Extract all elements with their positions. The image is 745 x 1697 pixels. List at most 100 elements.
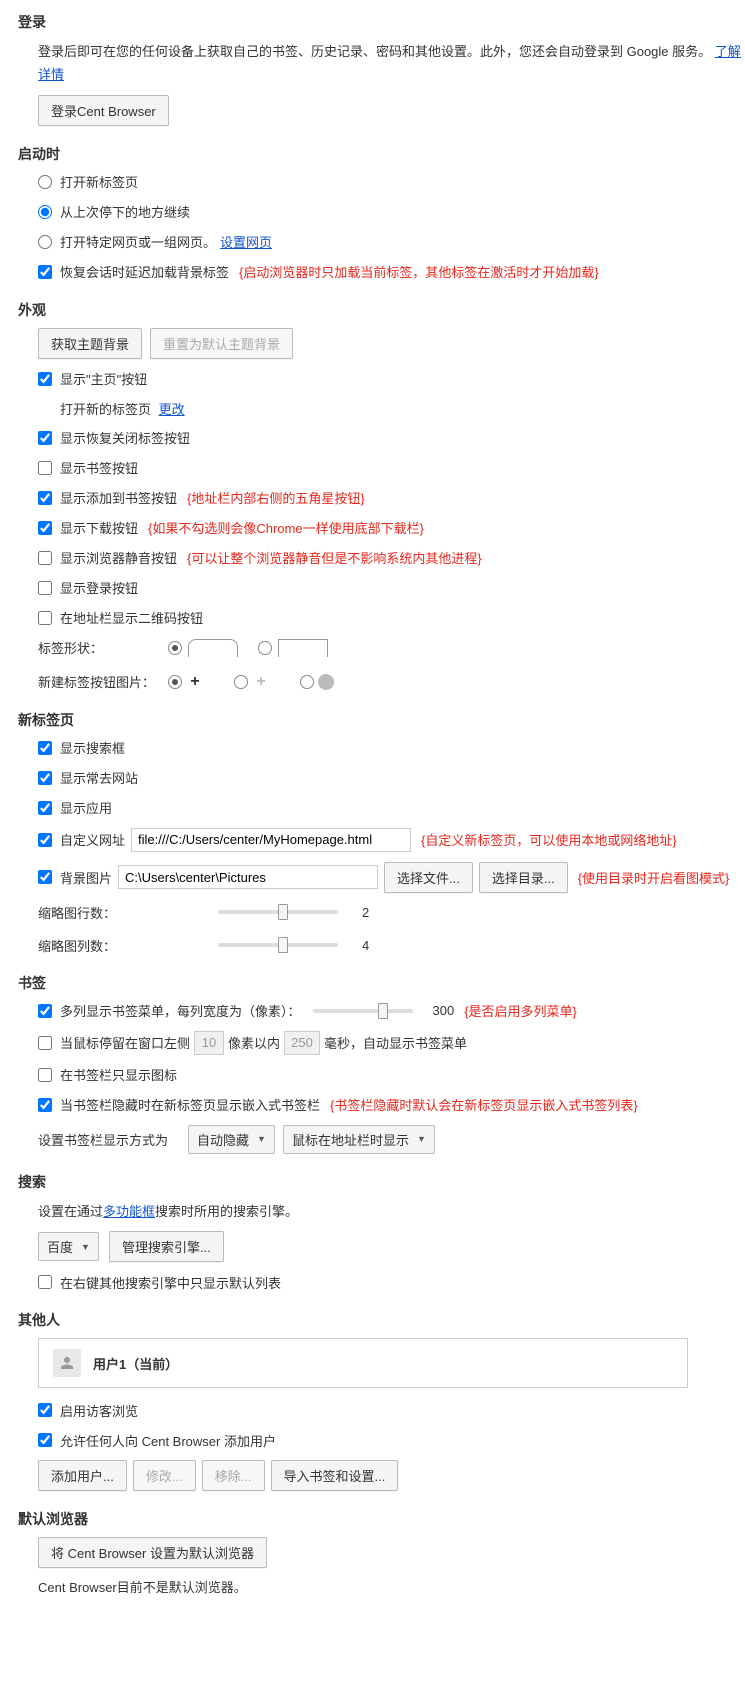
btn-import[interactable]: 导入书签和设置... xyxy=(271,1460,399,1491)
chk-mute[interactable] xyxy=(38,551,52,565)
login-title: 登录 xyxy=(0,12,745,32)
chk-qr[interactable] xyxy=(38,611,52,625)
default-status: Cent Browser目前不是默认浏览器。 xyxy=(38,1576,745,1599)
ann-bg: {使用目录时开启看图模式} xyxy=(578,868,730,887)
label-download: 显示下载按钮 xyxy=(60,518,138,537)
input-bg[interactable] xyxy=(118,865,378,889)
circle-icon xyxy=(318,674,334,690)
label-bg: 背景图片 xyxy=(60,868,112,887)
home-sub: 打开新的标签页 更改 xyxy=(38,399,745,418)
chk-icons[interactable] xyxy=(38,1068,52,1082)
ann-mute: {可以让整个浏览器静音但是不影响系统内其他进程} xyxy=(187,548,482,567)
btn-manage-engines[interactable]: 管理搜索引擎... xyxy=(109,1231,224,1262)
cols-label: 缩略图列数： xyxy=(38,936,218,955)
login-button[interactable]: 登录Cent Browser xyxy=(38,95,169,126)
chk-hover[interactable] xyxy=(38,1036,52,1050)
appearance-title: 外观 xyxy=(0,300,745,320)
label-specific: 打开特定网页或一组网页。 xyxy=(60,232,216,251)
chk-multi[interactable] xyxy=(38,1004,52,1018)
radio-specific[interactable] xyxy=(38,235,52,249)
slider-rows[interactable] xyxy=(218,910,338,914)
slider-cols[interactable] xyxy=(218,943,338,947)
label-newtab: 打开新标签页 xyxy=(60,172,138,191)
radio-newtab-img-3[interactable] xyxy=(300,675,314,689)
label-restore: 显示恢复关闭标签按钮 xyxy=(60,428,190,447)
user-name: 用户1（当前） xyxy=(93,1354,178,1373)
tabshape-preview-1 xyxy=(188,639,238,657)
chk-apps[interactable] xyxy=(38,801,52,815)
label-bookmark-btn: 显示书签按钮 xyxy=(60,458,138,477)
set-pages-link[interactable]: 设置网页 xyxy=(220,232,272,251)
label-guest: 启用访客浏览 xyxy=(60,1401,138,1420)
omnibox-link[interactable]: 多功能框 xyxy=(103,1204,155,1219)
label-login-btn: 显示登录按钮 xyxy=(60,578,138,597)
slider-multi[interactable] xyxy=(313,1009,413,1013)
plus-icon-bold: + xyxy=(186,673,204,691)
radio-newtab[interactable] xyxy=(38,175,52,189)
section-search: 搜索 设置在通过多功能框搜索时所用的搜索引擎。 百度▼ 管理搜索引擎... 在右… xyxy=(0,1172,745,1292)
section-login: 登录 登录后即可在您的任何设备上获取自己的书签、历史记录、密码和其他设置。此外，… xyxy=(0,12,745,126)
chk-guest[interactable] xyxy=(38,1403,52,1417)
select-engine[interactable]: 百度▼ xyxy=(38,1232,99,1261)
label-qr: 在地址栏显示二维码按钮 xyxy=(60,608,203,627)
btn-choose-dir[interactable]: 选择目录... xyxy=(479,862,568,893)
chk-restore[interactable] xyxy=(38,431,52,445)
chk-login-btn[interactable] xyxy=(38,581,52,595)
label-custom-url: 自定义网址 xyxy=(60,830,125,849)
btn-remove-user: 移除... xyxy=(202,1460,265,1491)
chk-custom-url[interactable] xyxy=(38,833,52,847)
avatar xyxy=(53,1349,81,1377)
ann-lazy: {启动浏览器时只加载当前标签，其他标签在激活时才开始加载} xyxy=(239,262,599,281)
radio-continue[interactable] xyxy=(38,205,52,219)
chk-addbm[interactable] xyxy=(38,491,52,505)
radio-tabshape-2[interactable] xyxy=(258,641,272,655)
user-box[interactable]: 用户1（当前） xyxy=(38,1338,688,1388)
chk-search[interactable] xyxy=(38,741,52,755)
select-addr-show[interactable]: 鼠标在地址栏时显示▼ xyxy=(283,1125,435,1154)
chk-embed[interactable] xyxy=(38,1098,52,1112)
caret-icon: ▼ xyxy=(257,1134,266,1144)
ann-download: {如果不勾选则会像Chrome一样使用底部下载栏} xyxy=(148,518,424,537)
plus-icon-light: + xyxy=(252,673,270,691)
caret-icon: ▼ xyxy=(417,1134,426,1144)
radio-tabshape-1[interactable] xyxy=(168,641,182,655)
radio-newtab-img-1[interactable] xyxy=(168,675,182,689)
input-custom-url[interactable] xyxy=(131,828,411,852)
label-multi: 多列显示书签菜单，每列宽度为（像素）： xyxy=(60,1001,301,1020)
chk-bookmark-btn[interactable] xyxy=(38,461,52,475)
person-icon xyxy=(58,1354,76,1372)
section-bookmarks: 书签 多列显示书签菜单，每列宽度为（像素）： 300 {是否启用多列菜单} 当鼠… xyxy=(0,973,745,1154)
label-hover: 当鼠标停留在窗口左侧 xyxy=(60,1033,190,1052)
home-change-link[interactable]: 更改 xyxy=(159,402,185,417)
chk-default-list[interactable] xyxy=(38,1275,52,1289)
search-desc: 设置在通过多功能框搜索时所用的搜索引擎。 xyxy=(38,1200,745,1223)
display-label: 设置书签栏显示方式为 xyxy=(38,1130,168,1149)
hover-tail: 毫秒，自动显示书签菜单 xyxy=(324,1033,467,1052)
select-auto-hide[interactable]: 自动隐藏▼ xyxy=(188,1125,275,1154)
radio-newtab-img-2[interactable] xyxy=(234,675,248,689)
chk-add-user[interactable] xyxy=(38,1433,52,1447)
section-newtab: 新标签页 显示搜索框 显示常去网站 显示应用 自定义网址 {自定义新标签页，可以… xyxy=(0,710,745,955)
startup-title: 启动时 xyxy=(0,144,745,164)
chk-bg[interactable] xyxy=(38,870,52,884)
btn-add-user[interactable]: 添加用户... xyxy=(38,1460,127,1491)
label-apps: 显示应用 xyxy=(60,798,112,817)
others-title: 其他人 xyxy=(0,1310,745,1330)
btn-edit-user: 修改... xyxy=(133,1460,196,1491)
label-add-user: 允许任何人向 Cent Browser 添加用户 xyxy=(60,1431,276,1450)
rows-value: 2 xyxy=(362,905,369,920)
chk-recent[interactable] xyxy=(38,771,52,785)
ann-custom-url: {自定义新标签页，可以使用本地或网络地址} xyxy=(421,830,677,849)
section-default-browser: 默认浏览器 将 Cent Browser 设置为默认浏览器 Cent Brows… xyxy=(0,1509,745,1599)
newtab-title: 新标签页 xyxy=(0,710,745,730)
chk-home[interactable] xyxy=(38,372,52,386)
caret-icon: ▼ xyxy=(81,1242,90,1252)
input-hover-ms xyxy=(284,1031,320,1055)
chk-download[interactable] xyxy=(38,521,52,535)
cols-value: 4 xyxy=(362,938,369,953)
btn-choose-file[interactable]: 选择文件... xyxy=(384,862,473,893)
btn-set-default[interactable]: 将 Cent Browser 设置为默认浏览器 xyxy=(38,1537,267,1568)
btn-get-theme[interactable]: 获取主题背景 xyxy=(38,328,142,359)
chk-lazy-load[interactable] xyxy=(38,265,52,279)
tabshape-preview-2 xyxy=(278,639,328,657)
